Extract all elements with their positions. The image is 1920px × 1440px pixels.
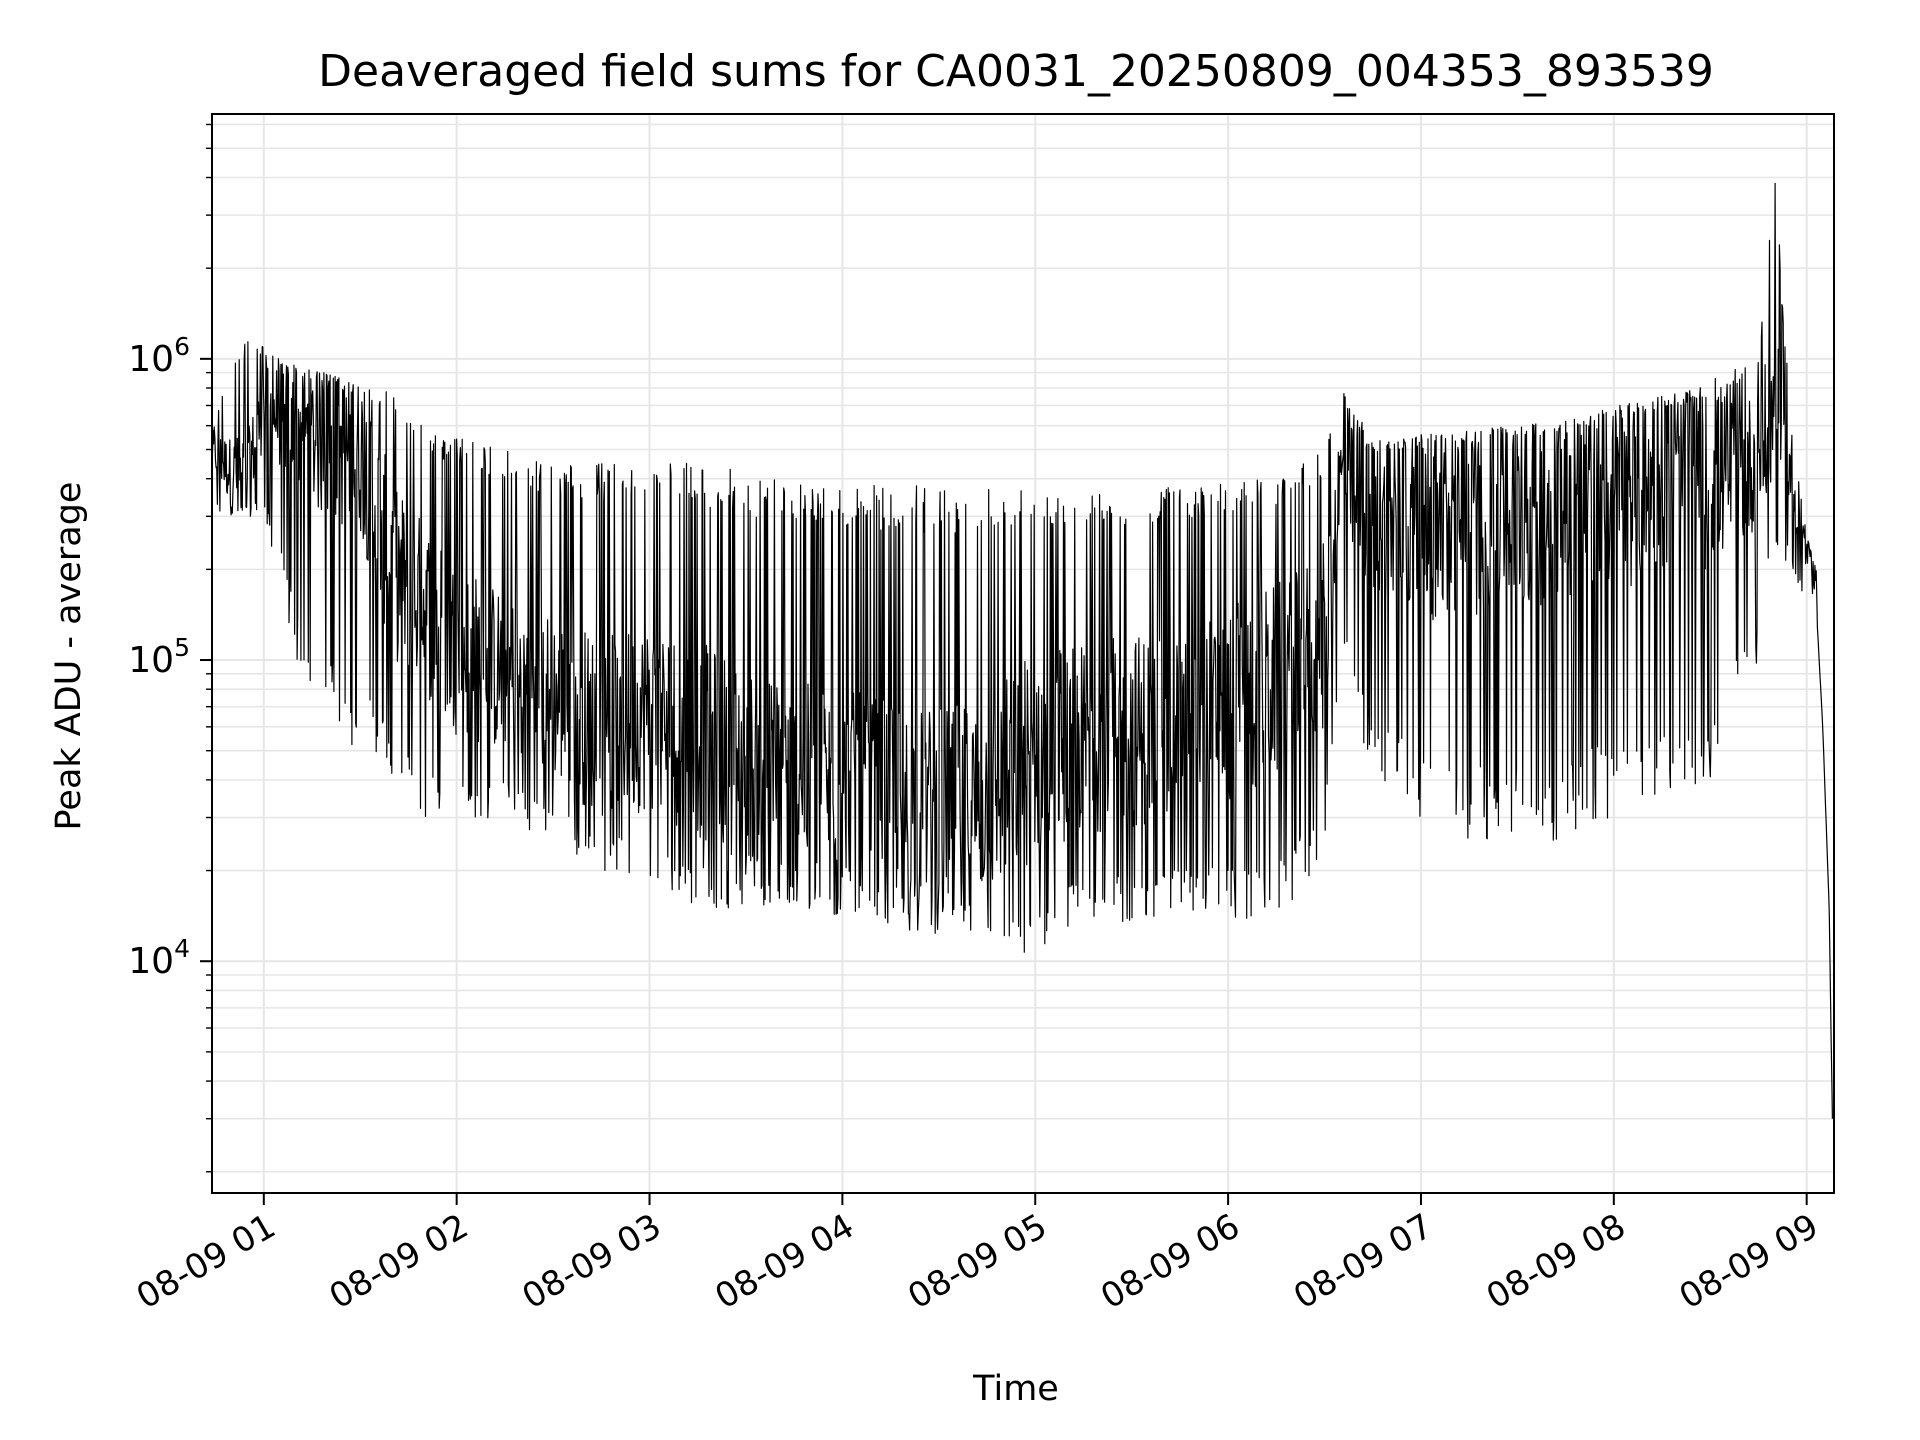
y-tick-label: 106 xyxy=(128,332,190,380)
y-tick-label: 104 xyxy=(128,934,190,982)
plot-frame xyxy=(211,113,1835,1194)
y-axis-label: Peak ADU - average xyxy=(49,482,89,831)
x-axis-label: Time xyxy=(972,1369,1059,1409)
series-path xyxy=(211,182,1833,1119)
y-axis: 104 105 106 xyxy=(128,123,212,1173)
chart-title: Deaveraged field sums for CA0031_2025080… xyxy=(318,46,1714,97)
y-tick-label: 105 xyxy=(128,633,190,681)
series-line xyxy=(211,182,1833,1119)
